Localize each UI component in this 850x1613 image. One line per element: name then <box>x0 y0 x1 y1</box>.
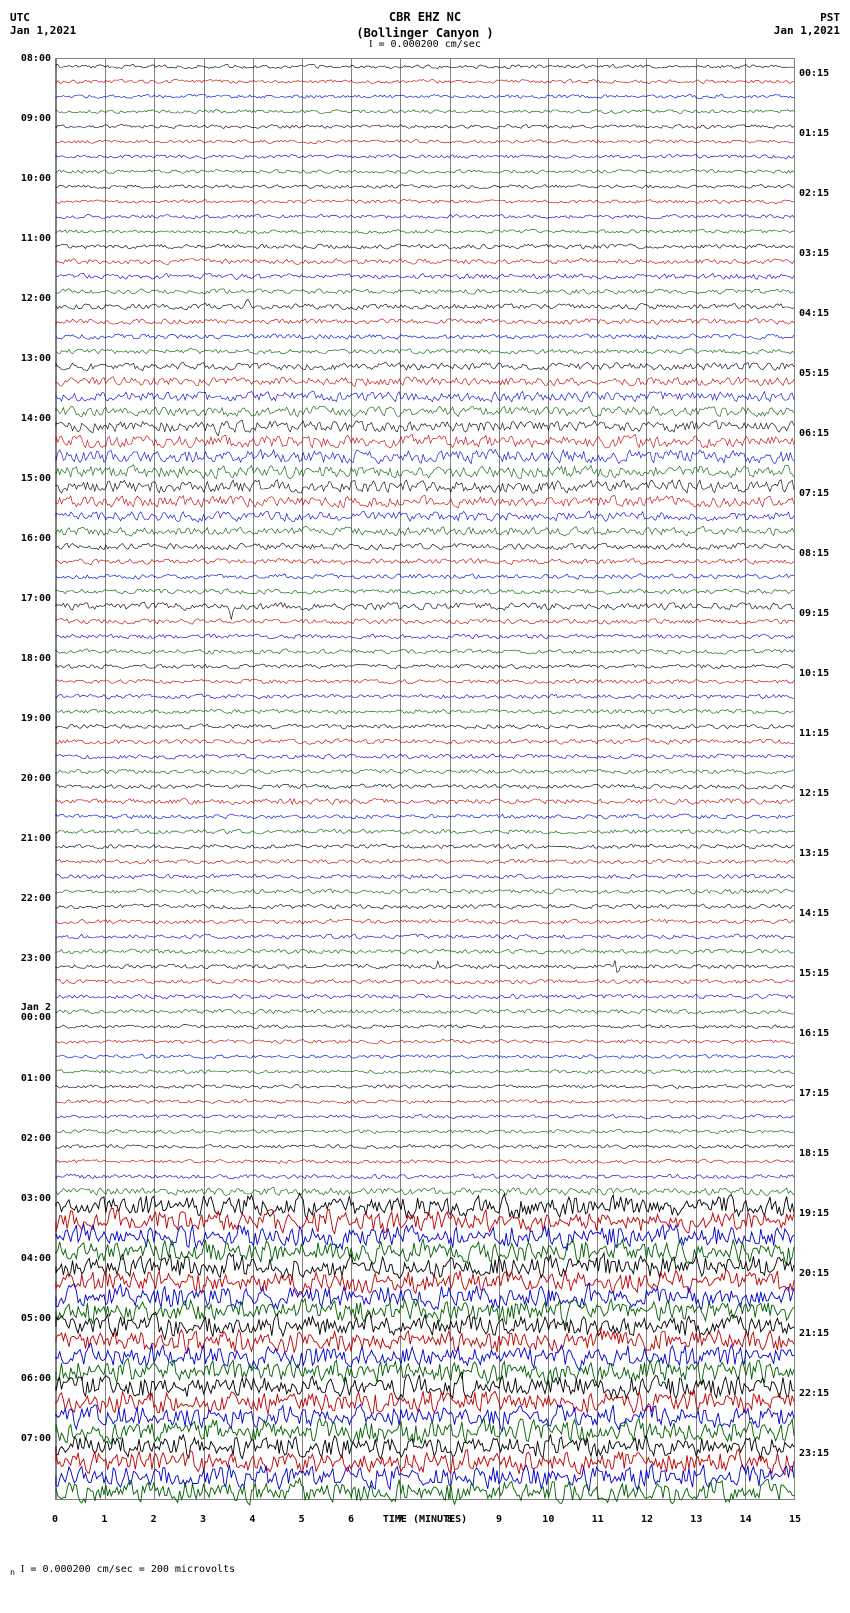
utc-hour-label: 11:00 <box>11 233 51 244</box>
pst-hour-label: 17:15 <box>799 1088 839 1099</box>
x-tick: 7 <box>397 1514 403 1525</box>
utc-hour-label: 16:00 <box>11 533 51 544</box>
utc-hour-label: 20:00 <box>11 773 51 784</box>
x-tick: 10 <box>542 1514 554 1525</box>
x-tick: 6 <box>348 1514 354 1525</box>
x-axis: TIME (MINUTES) 0123456789101112131415 <box>55 1514 795 1544</box>
x-tick: 11 <box>592 1514 604 1525</box>
pst-hour-label: 19:15 <box>799 1208 839 1219</box>
pst-hour-label: 18:15 <box>799 1148 839 1159</box>
utc-hour-label: 18:00 <box>11 653 51 664</box>
utc-date-label: Jan 1,2021 <box>10 24 90 37</box>
x-axis-label: TIME (MINUTES) <box>55 1514 795 1525</box>
pst-hour-label: 23:15 <box>799 1448 839 1459</box>
x-tick: 14 <box>740 1514 752 1525</box>
x-tick: 8 <box>447 1514 453 1525</box>
utc-hour-label: 04:00 <box>11 1253 51 1264</box>
pst-hour-label: 00:15 <box>799 68 839 79</box>
utc-hour-label: Jan 200:00 <box>11 1003 51 1023</box>
utc-hour-label: 03:00 <box>11 1193 51 1204</box>
utc-tz-label: UTC <box>10 11 90 24</box>
pst-hour-label: 05:15 <box>799 368 839 379</box>
utc-hour-label: 09:00 <box>11 113 51 124</box>
utc-hour-label: 07:00 <box>11 1433 51 1444</box>
x-tick: 1 <box>101 1514 107 1525</box>
pst-hour-label: 09:15 <box>799 608 839 619</box>
x-tick: 2 <box>151 1514 157 1525</box>
pst-hour-label: 14:15 <box>799 908 839 919</box>
x-tick: 12 <box>641 1514 653 1525</box>
pst-date-label: Jan 1,2021 <box>760 24 840 37</box>
pst-hour-label: 10:15 <box>799 668 839 679</box>
pst-hour-label: 22:15 <box>799 1388 839 1399</box>
pst-tz-label: PST <box>760 11 840 24</box>
utc-hour-label: 05:00 <box>11 1313 51 1324</box>
pst-hour-label: 06:15 <box>799 428 839 439</box>
x-tick: 5 <box>299 1514 305 1525</box>
x-tick: 15 <box>789 1514 801 1525</box>
pst-hour-label: 03:15 <box>799 248 839 259</box>
utc-hour-label: 10:00 <box>11 173 51 184</box>
utc-hour-label: 12:00 <box>11 293 51 304</box>
x-tick: 9 <box>496 1514 502 1525</box>
x-tick: 0 <box>52 1514 58 1525</box>
x-tick: 4 <box>249 1514 255 1525</box>
seismogram-container: CBR EHZ NC (Bollinger Canyon ) UTC Jan 1… <box>10 10 840 1577</box>
pst-hour-label: 02:15 <box>799 188 839 199</box>
utc-hour-label: 02:00 <box>11 1133 51 1144</box>
pst-hour-label: 12:15 <box>799 788 839 799</box>
utc-hour-label: 22:00 <box>11 893 51 904</box>
pst-hour-label: 04:15 <box>799 308 839 319</box>
utc-hour-label: 06:00 <box>11 1373 51 1384</box>
pst-hour-label: 11:15 <box>799 728 839 739</box>
utc-hour-label: 17:00 <box>11 593 51 604</box>
utc-hour-label: 01:00 <box>11 1073 51 1084</box>
plot-area: 08:0000:1509:0001:1510:0002:1511:0003:15… <box>55 58 795 1500</box>
utc-hour-label: 23:00 <box>11 953 51 964</box>
pst-hour-label: 21:15 <box>799 1328 839 1339</box>
footer-scale: n I = 0.000200 cm/sec = 200 microvolts <box>10 1564 840 1577</box>
pst-hour-label: 16:15 <box>799 1028 839 1039</box>
scale-indicator: I = 0.000200 cm/sec <box>10 39 840 50</box>
pst-hour-label: 07:15 <box>799 488 839 499</box>
utc-hour-label: 08:00 <box>11 53 51 64</box>
trace-row <box>56 1484 794 1499</box>
pst-hour-label: 01:15 <box>799 128 839 139</box>
x-tick: 3 <box>200 1514 206 1525</box>
pst-hour-label: 08:15 <box>799 548 839 559</box>
pst-hour-label: 13:15 <box>799 848 839 859</box>
utc-hour-label: 14:00 <box>11 413 51 424</box>
pst-hour-label: 20:15 <box>799 1268 839 1279</box>
utc-hour-label: 21:00 <box>11 833 51 844</box>
utc-hour-label: 13:00 <box>11 353 51 364</box>
utc-hour-label: 19:00 <box>11 713 51 724</box>
pst-hour-label: 15:15 <box>799 968 839 979</box>
x-tick: 13 <box>690 1514 702 1525</box>
utc-hour-label: 15:00 <box>11 473 51 484</box>
